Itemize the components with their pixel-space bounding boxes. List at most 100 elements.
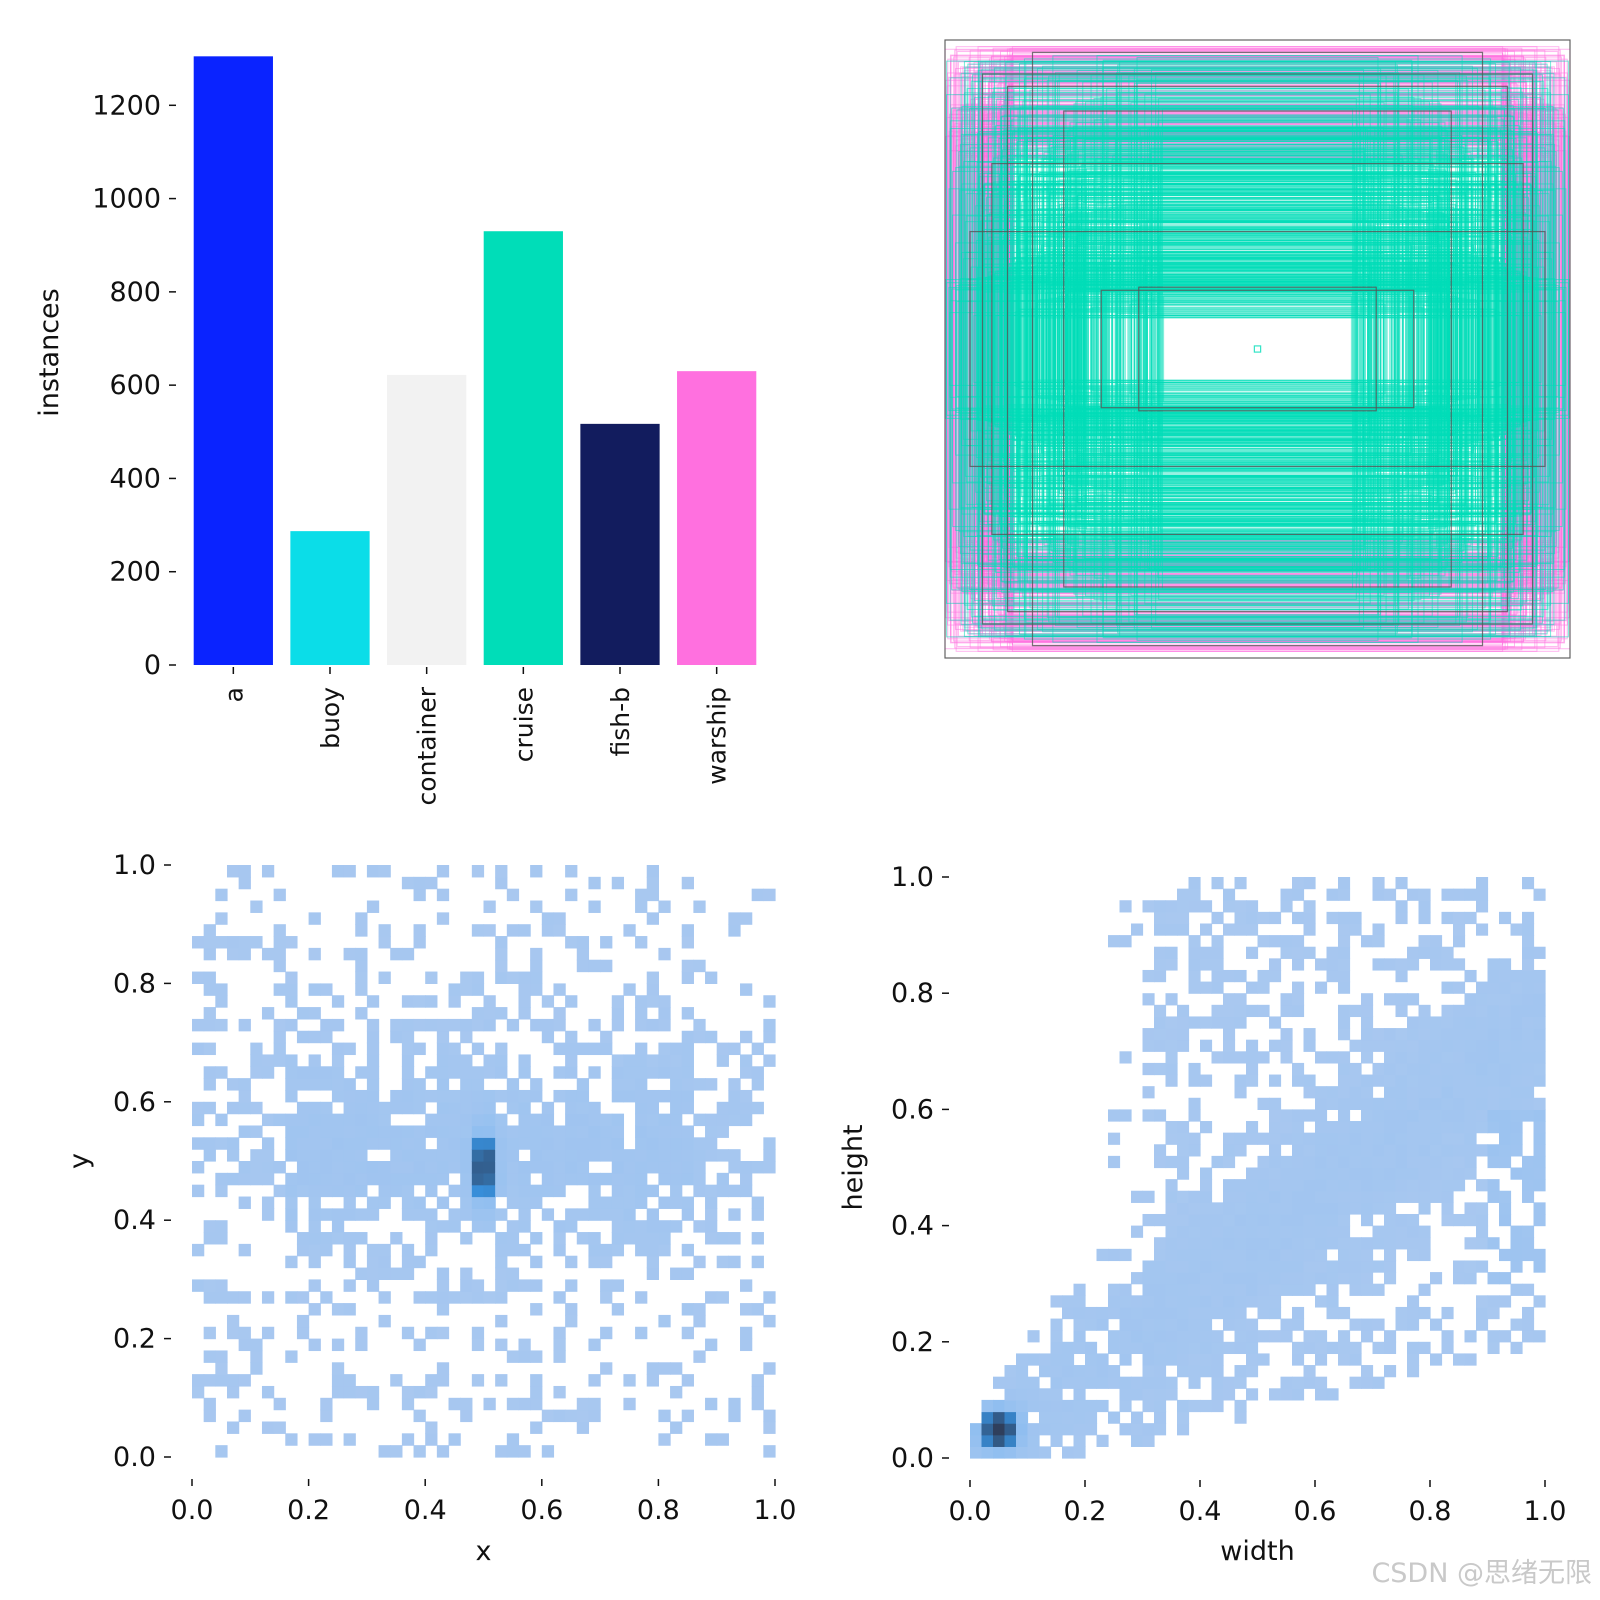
bbox [1050,146,1465,552]
heatmap-cell [530,959,543,973]
heatmap-cell [1315,1190,1328,1203]
heatmap-cell [1499,1190,1512,1203]
heatmap-cell [981,1434,994,1447]
heatmap-cell [565,865,578,878]
heatmap-cell [1223,1016,1236,1029]
heatmap-cell [670,1113,683,1127]
heatmap-cell [1269,1132,1282,1145]
heatmap-cell [1211,1155,1224,1169]
heatmap-cell [483,995,496,1008]
heatmap-cell [635,1172,648,1186]
bbox [1075,176,1440,522]
heatmap-cell [1453,923,1466,936]
heatmap-cell [553,912,566,925]
bbox [992,217,1523,481]
heatmap-cell [541,1409,555,1423]
heatmap-cell [1338,1190,1351,1203]
heatmap-cell [483,1066,496,1079]
heatmap-cell [331,1089,345,1103]
heatmap-cell [506,924,520,937]
heatmap-cell [530,1161,543,1174]
heatmap-cell [1223,993,1236,1006]
heatmap-cell [623,1054,636,1067]
heatmap-cell [1430,1318,1443,1331]
heatmap-cell [425,1326,438,1340]
heatmap-cell [763,1291,776,1304]
x-tick-label-cruise: cruise [509,687,538,762]
heatmap-cell [1395,1039,1408,1052]
heatmap-cell [1418,1109,1431,1122]
heatmap-cell [1154,911,1167,925]
bbox [1052,159,1463,539]
heatmap-cell [460,1196,473,1209]
heatmap-cell [366,1125,380,1138]
xy-heatmap-panel: 0.0 0.2 0.4 0.6 0.8 1.00.00.20.40.60.81.0xy [64,850,796,1567]
heatmap-cell [448,1291,461,1304]
heatmap-cell [1407,1341,1420,1355]
heatmap-cell [623,1149,636,1162]
heatmap-cell [658,1149,671,1162]
heatmap-cell [1326,1167,1339,1180]
heatmap-cell [1326,1144,1339,1157]
heatmap-cell [192,1184,205,1198]
heatmap-cell [1476,1144,1489,1157]
heatmap-cell [436,1220,450,1233]
heatmap-cell [1533,1016,1546,1029]
heatmap-cell [401,1267,415,1280]
heatmap-cell [1119,1399,1132,1413]
heatmap-cell [495,1279,508,1292]
heatmap-cell [226,1385,240,1399]
heatmap-cell [273,1018,286,1032]
bbox [1070,212,1445,486]
heatmap-cell [308,1184,321,1198]
heatmap-cell [1338,1272,1351,1285]
heatmap-cell [1464,993,1477,1006]
heatmap-cell [1177,1365,1190,1378]
heatmap-cell [250,1042,263,1056]
heatmap-cell [1085,1365,1098,1378]
heatmap-cell [471,1078,485,1091]
heatmap-cell [1361,1202,1374,1215]
heatmap-cell [658,1243,671,1257]
heatmap-cell [740,1089,753,1103]
x-tick-label: 0.6 [1294,1496,1337,1527]
heatmap-cell [413,1255,426,1269]
heatmap-cell [1430,1190,1443,1203]
heatmap-cell [495,936,508,949]
heatmap-cell [448,1208,461,1221]
heatmap-cell [355,1184,368,1198]
bbox [1094,119,1421,579]
heatmap-cell [355,947,368,961]
heatmap-cell [1315,1144,1328,1157]
heatmap-cell [366,1397,380,1411]
heatmap-cell [1338,1155,1351,1169]
heatmap-cell [1280,1376,1293,1389]
heatmap-cell [1510,1004,1523,1018]
heatmap-cell [436,1374,450,1387]
heatmap-cell [436,1089,450,1103]
heatmap-cell [261,1161,275,1174]
heatmap-cell [425,1421,438,1434]
heatmap-cell [1188,1283,1201,1296]
heatmap-cell [635,1042,648,1056]
heatmap-cell [1200,1237,1213,1250]
heatmap-cell [1407,1179,1420,1192]
heatmap-cell [681,1007,694,1020]
heatmap-cell [635,1149,648,1162]
heatmap-cell [1292,1225,1305,1238]
heatmap-cell [1188,1144,1201,1157]
heatmap-cell [681,1149,694,1162]
heatmap-cell [215,1220,228,1233]
heatmap-cell [763,1018,776,1032]
heatmap-cell [1372,958,1385,971]
heatmap-cell [378,1125,391,1138]
heatmap-cell [1533,1132,1546,1145]
bbox [1083,257,1432,441]
heatmap-cell [1211,1353,1224,1366]
heatmap-cell [413,1445,426,1458]
heatmap-cell [1234,1399,1247,1413]
heatmap-cell [495,1042,508,1056]
bbox [1053,232,1462,466]
heatmap-cell [1533,1039,1546,1052]
heatmap-cell [1326,958,1339,971]
